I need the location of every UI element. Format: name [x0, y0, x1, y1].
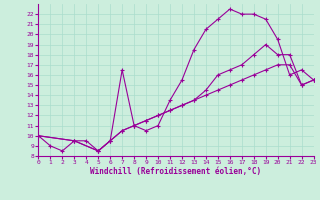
- X-axis label: Windchill (Refroidissement éolien,°C): Windchill (Refroidissement éolien,°C): [91, 167, 261, 176]
